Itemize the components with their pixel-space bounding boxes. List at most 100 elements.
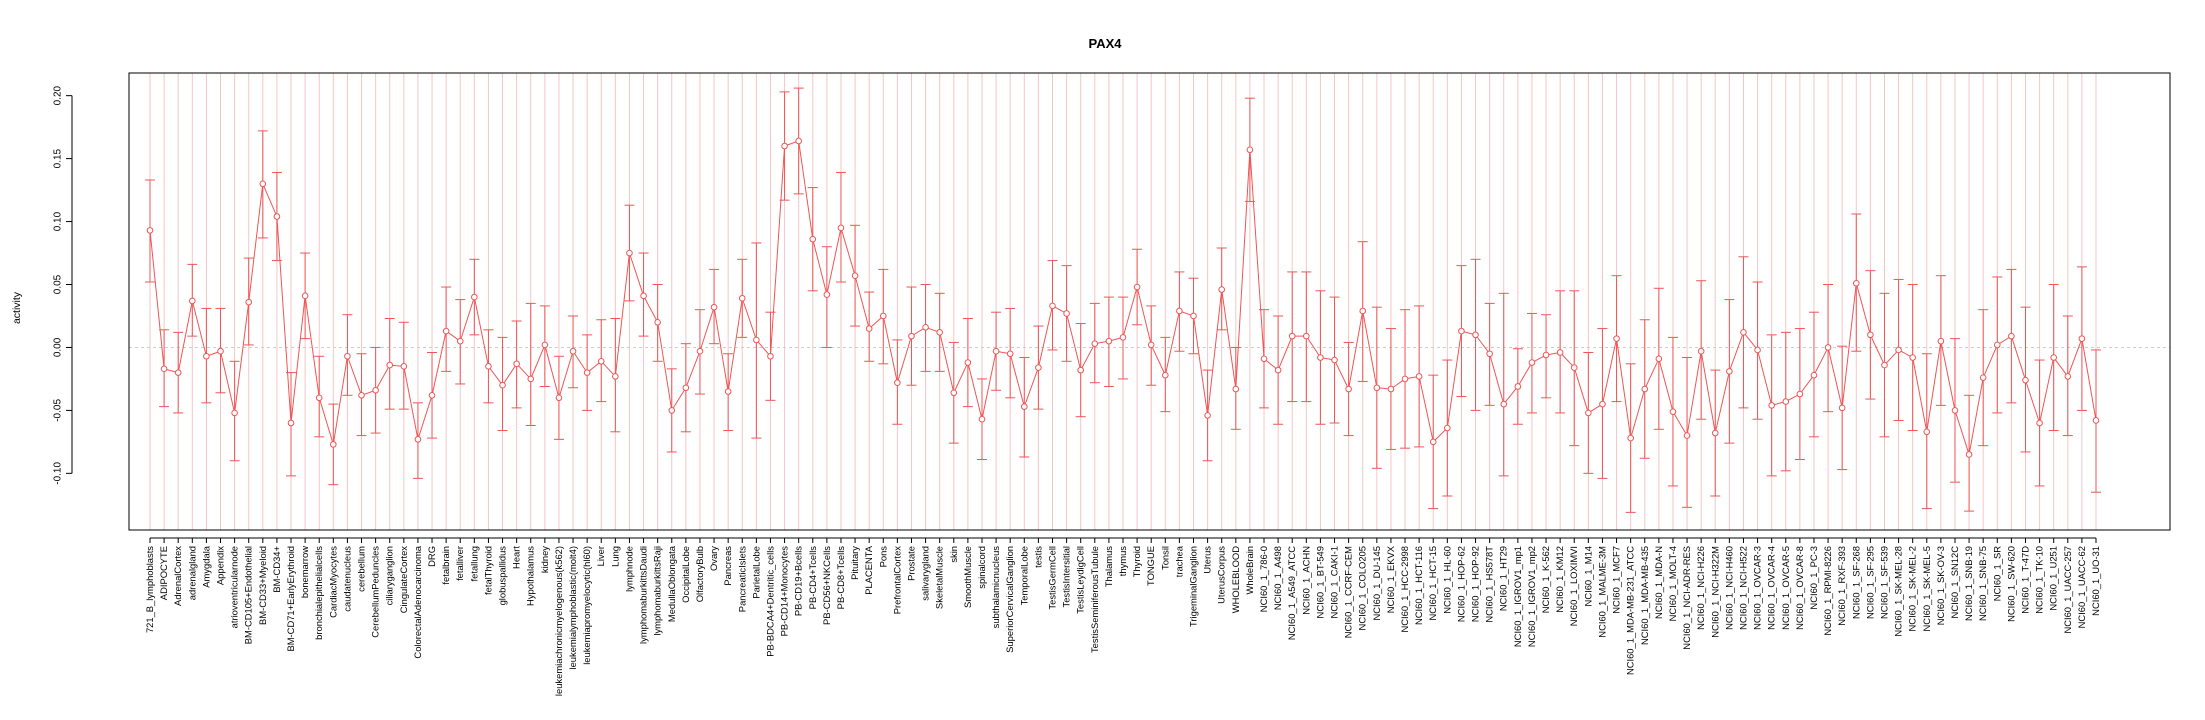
x-tick-label: NCI60_1_ACHN — [1300, 546, 1311, 615]
x-tick-label: leukemialymphoblastic(molt4) — [567, 546, 578, 669]
x-tick-label: lymphomaburkittsRaji — [652, 546, 663, 636]
x-tick-label: testis — [1032, 546, 1043, 568]
data-point — [753, 336, 760, 344]
x-tick-label: AdrenalCortex — [172, 546, 183, 606]
series-segment — [318, 397, 334, 445]
data-point — [1232, 385, 1240, 393]
data-point — [1740, 329, 1747, 336]
x-tick-label: Tonsil — [1159, 546, 1170, 570]
series-segment — [1616, 338, 1632, 439]
data-point — [1641, 385, 1649, 393]
data-point — [485, 363, 492, 370]
data-point — [1345, 385, 1352, 393]
series-segment — [1489, 353, 1505, 405]
series-segment — [332, 356, 348, 445]
x-tick-label: NCI60_1_U251 — [2048, 546, 2059, 611]
data-point — [2008, 332, 2015, 340]
data-point — [174, 369, 182, 376]
x-tick-label: NCI60_1_NCI-ADR-RES — [1681, 546, 1692, 650]
x-tick-label: NCI60_1_NCI-H322M — [1709, 546, 1720, 638]
data-point — [1288, 332, 1296, 340]
x-tick-label: NCI60_1_UO-31 — [2090, 546, 2101, 616]
x-tick-label: Amygdala — [200, 545, 211, 587]
series-segment — [2025, 380, 2041, 424]
data-point — [682, 384, 690, 392]
x-tick-label: NCI60_1_OVCAR-8 — [1794, 546, 1805, 630]
data-point — [738, 295, 746, 302]
series-segment — [1700, 351, 1716, 434]
data-point — [922, 324, 929, 331]
series-segment — [967, 362, 983, 420]
data-point — [1218, 286, 1226, 293]
series-segment — [2053, 357, 2069, 377]
data-point — [597, 358, 605, 365]
series-segment — [1150, 344, 1166, 376]
error-bars — [145, 87, 2101, 513]
series-segment — [840, 227, 856, 276]
data-point — [1105, 337, 1113, 345]
data-point — [640, 292, 647, 300]
x-tick-label: Pituitary — [849, 546, 860, 580]
data-point — [1415, 373, 1423, 380]
data-point — [1331, 356, 1338, 364]
x-tick-label: NCI60_1_SF-295 — [1864, 546, 1875, 619]
series-segment — [2081, 338, 2097, 421]
series-segment — [1235, 149, 1251, 390]
x-tick-label: NCI60_1_RXF-393 — [1836, 546, 1847, 626]
x-tick-label: skin — [948, 546, 959, 563]
series-segment — [741, 298, 757, 341]
series-segment — [417, 395, 433, 440]
series-segment — [1221, 289, 1237, 390]
series-segment — [600, 360, 616, 377]
data-point — [1091, 340, 1099, 347]
series-segment — [1855, 283, 1871, 335]
x-tick-label: NCI60_1_MCF7 — [1611, 546, 1622, 614]
x-tick-label: NCI60_1_MOLT-4 — [1667, 546, 1678, 621]
series-segment — [1940, 341, 1956, 411]
data-point — [612, 373, 619, 380]
x-tick-label: NCI60_1_IGROV1_mp2 — [1526, 546, 1537, 647]
data-point — [1176, 307, 1183, 315]
x-tick-label: WholeBrain — [1244, 546, 1255, 594]
data-point — [513, 360, 520, 368]
series-segment — [1193, 315, 1209, 416]
x-tick-label: NCI60_1_EKVX — [1385, 545, 1396, 613]
series-segment — [1418, 376, 1434, 442]
x-tick-label: NCI60_1_CCRF-CEM — [1343, 546, 1354, 638]
series-segment — [1037, 305, 1053, 368]
data-point — [696, 347, 704, 355]
series-segment — [459, 296, 475, 342]
x-tick-label: NCI60_1_PC-3 — [1808, 546, 1819, 610]
series-segment — [1066, 313, 1082, 371]
x-tick-label: BM-CD71+EarlyErythroid — [285, 546, 296, 652]
x-tick-label: NCI60_1_M14 — [1582, 546, 1593, 606]
data-point — [1867, 331, 1874, 339]
x-tick-label: bronchialepithelialcells — [313, 546, 324, 640]
data-point — [1570, 364, 1578, 371]
data-point — [442, 327, 450, 335]
x-tick-label: BM-CD34+ — [271, 545, 282, 592]
data-point — [1711, 429, 1719, 437]
x-tick-label: NCI60_1_SN12C — [1949, 546, 1960, 619]
series-segment — [1630, 388, 1646, 439]
data-point — [710, 303, 718, 311]
x-tick-label: fetalbrain — [440, 546, 451, 585]
data-point — [330, 441, 337, 448]
x-tick-label: globuspallidus — [497, 546, 508, 606]
series-segment — [1207, 289, 1223, 416]
data-point — [1965, 451, 1973, 458]
series-segment — [628, 252, 645, 296]
data-point — [386, 361, 394, 369]
data-point — [767, 352, 774, 360]
series-segment — [1912, 357, 1928, 432]
series-segment — [1348, 310, 1364, 390]
x-tick-label: NCI60_1_MALME-3M — [1596, 546, 1607, 638]
x-tick-label: NCI60_1_SNB-75 — [1977, 546, 1988, 621]
x-tick-label: PLACENTA — [863, 545, 874, 595]
data-point — [1937, 337, 1945, 345]
data-point — [978, 415, 986, 423]
x-tick-label: Prostate — [905, 546, 916, 581]
series-segment — [403, 366, 419, 440]
series-segment — [1023, 367, 1039, 407]
data-point — [1768, 402, 1775, 409]
